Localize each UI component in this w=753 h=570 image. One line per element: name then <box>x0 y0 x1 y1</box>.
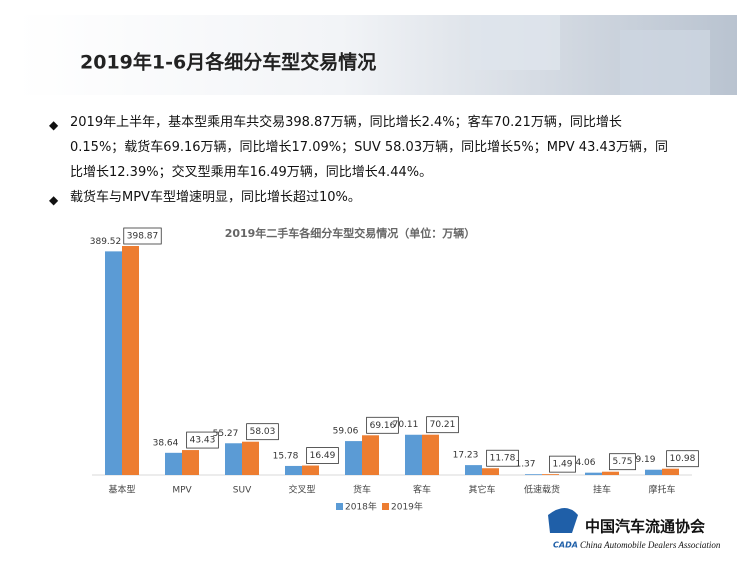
bar <box>422 434 439 475</box>
data-label-box <box>366 416 399 434</box>
data-label: 55.27 <box>213 429 239 439</box>
chart-title: 2019年二手车各细分车型交易情况（单位：万辆） <box>225 226 476 240</box>
legend-label: 2019年 <box>391 501 423 513</box>
bullet: 2019年上半年，基本型乘用车共交易398.87万辆，同比增长2.4%；客车70… <box>70 115 669 180</box>
data-label-box <box>246 423 279 441</box>
bar <box>345 441 362 475</box>
data-label-box <box>486 449 519 467</box>
bullet-icon: ◆ <box>49 193 59 207</box>
bar <box>465 465 482 475</box>
bar <box>482 468 499 475</box>
data-label-box <box>306 447 339 464</box>
bar <box>242 441 259 475</box>
data-label: 9.19 <box>635 455 655 465</box>
header-cube <box>470 15 560 70</box>
x-tick-label: MPV <box>172 486 192 496</box>
bar <box>362 435 379 475</box>
bar <box>525 474 542 475</box>
x-tick-label: 客车 <box>413 484 431 496</box>
bar <box>105 251 122 475</box>
x-tick-label: 其它车 <box>468 484 495 496</box>
bar <box>122 246 139 475</box>
data-label: 1.37 <box>515 460 535 470</box>
bar <box>662 468 679 475</box>
x-tick-label: 挂车 <box>593 484 611 496</box>
header-cube <box>620 30 710 95</box>
data-label: 43.43 <box>190 436 216 446</box>
bar <box>645 469 662 475</box>
data-label-box <box>123 227 162 245</box>
bar <box>182 450 199 475</box>
header-band <box>16 15 737 95</box>
data-label: 4.06 <box>575 458 595 468</box>
data-label-box <box>609 453 636 471</box>
data-label: 70.11 <box>393 420 419 430</box>
bar <box>285 465 302 475</box>
data-label-box <box>666 450 699 468</box>
data-label-box <box>426 416 459 434</box>
bar <box>405 434 422 475</box>
x-tick-label: 摩托车 <box>648 484 675 496</box>
data-label: 15.78 <box>273 451 299 461</box>
bar <box>585 472 602 475</box>
data-label: 59.06 <box>333 427 359 437</box>
legend-label: 2018年 <box>345 501 377 513</box>
data-label-box <box>549 455 576 473</box>
bar <box>542 474 559 475</box>
legend-swatch <box>336 503 343 510</box>
bullet: 载货车与MPV车型增速明显，同比增长超过10%。 <box>70 190 361 205</box>
logo-name: 中国汽车流通协会 <box>585 518 705 536</box>
legend-swatch <box>382 503 389 510</box>
bar <box>302 465 319 475</box>
x-tick-label: 低速载货 <box>524 484 560 496</box>
logo-icon <box>548 508 578 533</box>
logo-english: China Automobile Dealers Association <box>580 540 721 550</box>
data-label: 5.75 <box>612 457 632 467</box>
bar <box>165 452 182 475</box>
x-tick-label: SUV <box>233 486 252 496</box>
bullet-icon: ◆ <box>49 118 59 132</box>
x-tick-label: 货车 <box>353 484 371 496</box>
data-label: 16.49 <box>310 451 336 461</box>
data-label: 38.64 <box>153 438 179 448</box>
bar <box>602 471 619 475</box>
data-label: 11.78 <box>490 454 516 464</box>
logo-abbr: CADA <box>553 541 578 550</box>
data-label: 58.03 <box>250 427 276 437</box>
x-tick-label: 交叉型 <box>288 484 315 496</box>
data-label: 17.23 <box>453 451 479 461</box>
header-title: 2019年1-6月各细分车型交易情况 <box>80 51 376 74</box>
x-tick-label: 基本型 <box>108 484 135 496</box>
data-label: 69.16 <box>370 421 396 431</box>
data-label: 389.52 <box>90 237 122 247</box>
data-label: 1.49 <box>552 460 572 470</box>
bar <box>225 443 242 475</box>
data-label-box <box>186 431 219 449</box>
data-label: 398.87 <box>127 232 159 242</box>
data-label: 10.98 <box>670 454 696 464</box>
data-label: 70.21 <box>430 420 456 430</box>
